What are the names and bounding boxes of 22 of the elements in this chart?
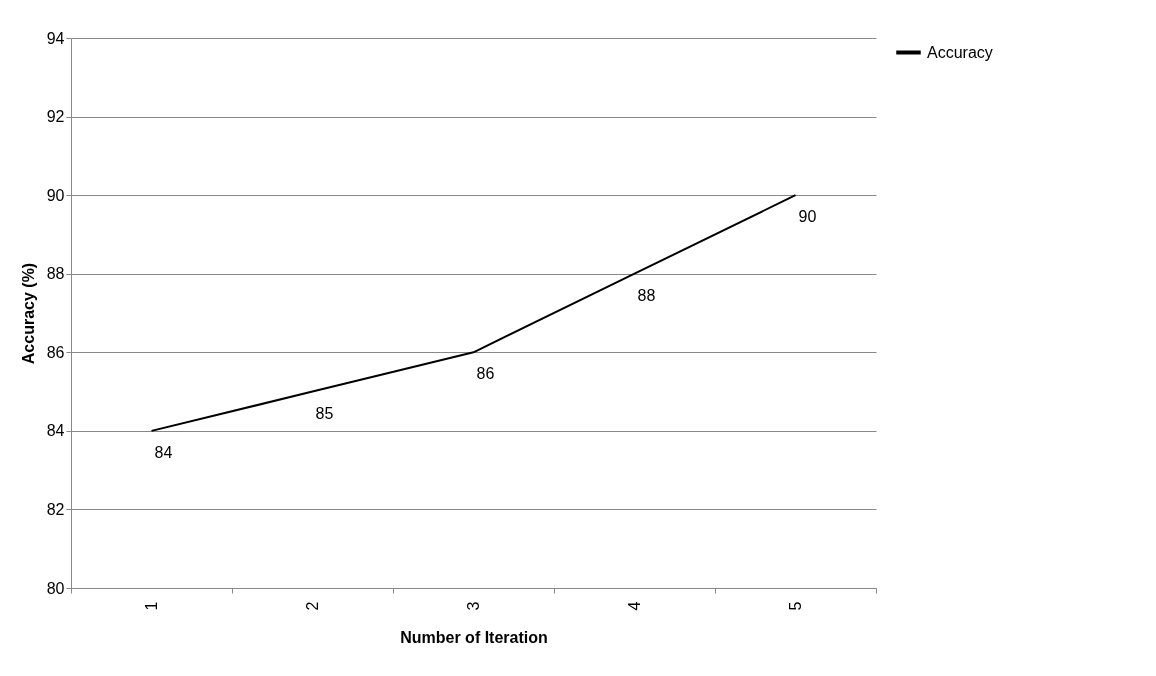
x-tick-label: 2: [304, 601, 321, 611]
y-tick-label: 80: [46, 579, 65, 597]
y-axis-title: Accuracy (%): [19, 262, 37, 365]
data-label: 90: [798, 208, 817, 226]
x-tick-label: 3: [465, 601, 482, 611]
x-tick-label: 1: [143, 601, 160, 611]
y-tick-label: 88: [46, 265, 65, 283]
data-label: 86: [476, 365, 495, 383]
y-tick-label: 82: [46, 500, 65, 518]
y-tick-label: 86: [46, 343, 65, 361]
data-label: 85: [315, 404, 334, 422]
y-tick-label: 90: [46, 186, 65, 204]
legend-label: Accuracy: [927, 43, 993, 61]
data-label: 88: [637, 286, 656, 304]
data-label: 84: [154, 443, 173, 461]
y-tick-label: 84: [46, 422, 65, 440]
x-tick-label: 4: [626, 601, 643, 611]
y-tick-label: 92: [46, 108, 65, 126]
line-series: [150, 194, 797, 432]
y-tick-label: 94: [46, 29, 65, 47]
x-axis-title: Number of Iteration: [400, 629, 548, 647]
x-tick-label: 5: [787, 601, 804, 611]
